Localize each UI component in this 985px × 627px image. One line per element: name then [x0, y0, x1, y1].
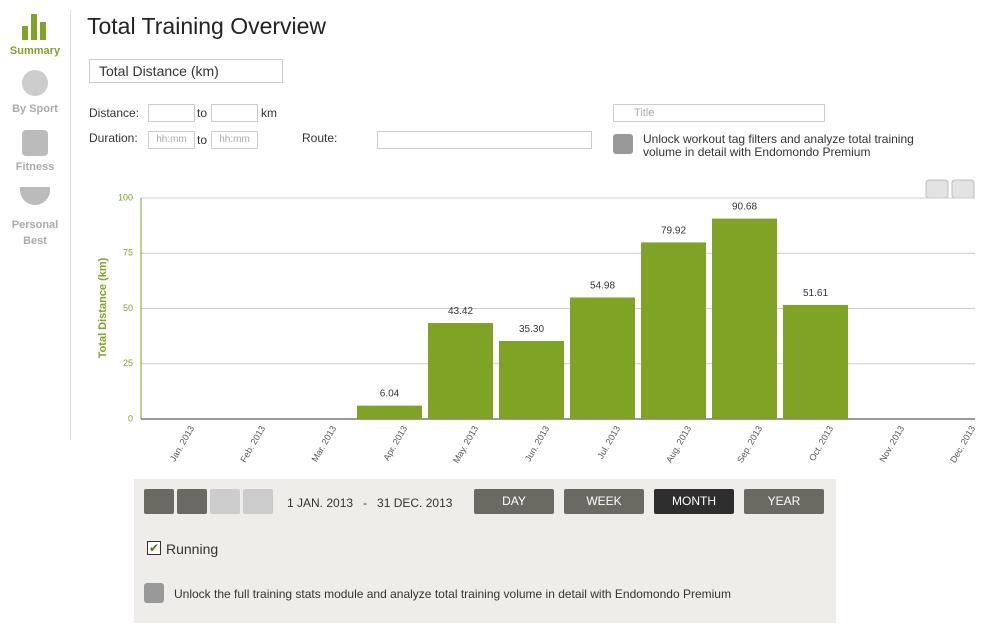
- x-tick-label: Jun. 2013: [523, 424, 551, 463]
- km-label: km: [261, 106, 277, 120]
- route-select[interactable]: [377, 131, 592, 149]
- period-button[interactable]: YEAR: [744, 489, 824, 514]
- y-axis-label: Total Distance (km): [97, 257, 109, 358]
- y-tick-label: 50: [123, 303, 133, 313]
- fitness-icon[interactable]: [22, 130, 48, 156]
- bar: [641, 242, 706, 419]
- distance-label: Distance:: [89, 106, 140, 120]
- period-button[interactable]: DAY: [474, 489, 554, 514]
- value-label: 79.92: [661, 225, 686, 236]
- nav-fitness[interactable]: Fitness: [15, 161, 55, 173]
- x-tick-label: Aug. 2013: [664, 424, 693, 465]
- distance-from[interactable]: [148, 104, 195, 122]
- y-tick-label: 25: [123, 358, 133, 368]
- y-tick-label: 0: [128, 413, 133, 423]
- to-label: to: [197, 106, 208, 120]
- value-label: 35.30: [519, 324, 544, 335]
- x-tick-label: Feb. 2013: [238, 424, 267, 464]
- date-range: 1 JAN. 2013 - 31 DEC. 2013: [287, 496, 453, 510]
- distance-to[interactable]: [211, 104, 258, 122]
- y-tick-label: 75: [123, 248, 133, 258]
- x-tick-label: May. 2013: [451, 424, 480, 465]
- x-tick-label: Oct. 2013: [807, 424, 835, 463]
- value-label: 54.98: [590, 280, 615, 291]
- nav-by-sport[interactable]: By Sport: [12, 103, 58, 115]
- nav-personal[interactable]: Personal: [11, 219, 59, 231]
- sport-icon[interactable]: [22, 70, 48, 96]
- bar: [570, 297, 635, 419]
- period-button[interactable]: WEEK: [564, 489, 644, 514]
- duration-from[interactable]: hh:mm: [148, 131, 195, 149]
- sport-checkbox[interactable]: ✔: [147, 541, 161, 555]
- premium-icon: [613, 134, 633, 154]
- bar: [783, 304, 848, 419]
- x-tick-label: Jul. 2013: [595, 424, 622, 461]
- premium-note: Unlock the full training stats module an…: [174, 587, 731, 601]
- x-tick-label: Dec. 2013: [948, 424, 977, 465]
- bar: [712, 218, 777, 419]
- next-button[interactable]: [210, 489, 240, 514]
- nav-best[interactable]: Best: [23, 235, 47, 247]
- bar: [499, 340, 564, 419]
- to-label: to: [197, 133, 208, 147]
- sport-label[interactable]: Running: [166, 541, 219, 557]
- x-tick-label: Sep. 2013: [735, 424, 764, 465]
- chart: Total Distance (km) 0 25 50 75 100 Jan. 2013 F…: [97, 179, 977, 465]
- route-label: Route:: [302, 131, 338, 145]
- summary-icon[interactable]: [20, 14, 50, 40]
- page-title: Total Training Overview: [87, 13, 327, 39]
- last-button[interactable]: [243, 489, 273, 514]
- first-button[interactable]: [144, 489, 174, 514]
- best-icon[interactable]: [20, 187, 50, 205]
- value-label: 43.42: [448, 306, 473, 317]
- download-button[interactable]: [951, 179, 975, 199]
- period-button[interactable]: MONTH: [654, 489, 734, 514]
- duration-to[interactable]: hh:mm: [211, 131, 258, 149]
- x-tick-label: Mar. 2013: [310, 424, 339, 464]
- prev-button[interactable]: [177, 489, 207, 514]
- premium-note: Unlock workout tag filters and analyze t…: [643, 132, 914, 159]
- value-label: 90.68: [732, 202, 757, 213]
- value-label: 6.04: [380, 389, 400, 400]
- title-search[interactable]: Title: [613, 104, 825, 122]
- metric-select[interactable]: Total Distance (km): [89, 59, 283, 83]
- x-tick-label: Jan. 2013: [168, 424, 196, 463]
- bar: [428, 323, 493, 419]
- x-tick-label: Apr. 2013: [381, 424, 409, 462]
- bar: [357, 405, 422, 419]
- premium-icon: [144, 583, 164, 603]
- print-button[interactable]: [925, 179, 949, 199]
- value-label: 51.61: [803, 288, 828, 299]
- sidebar-divider: [70, 10, 71, 440]
- duration-label: Duration:: [89, 131, 138, 145]
- x-tick-label: Nov. 2013: [877, 424, 906, 464]
- nav-summary[interactable]: Summary: [9, 45, 61, 57]
- y-tick-label: 100: [118, 192, 133, 202]
